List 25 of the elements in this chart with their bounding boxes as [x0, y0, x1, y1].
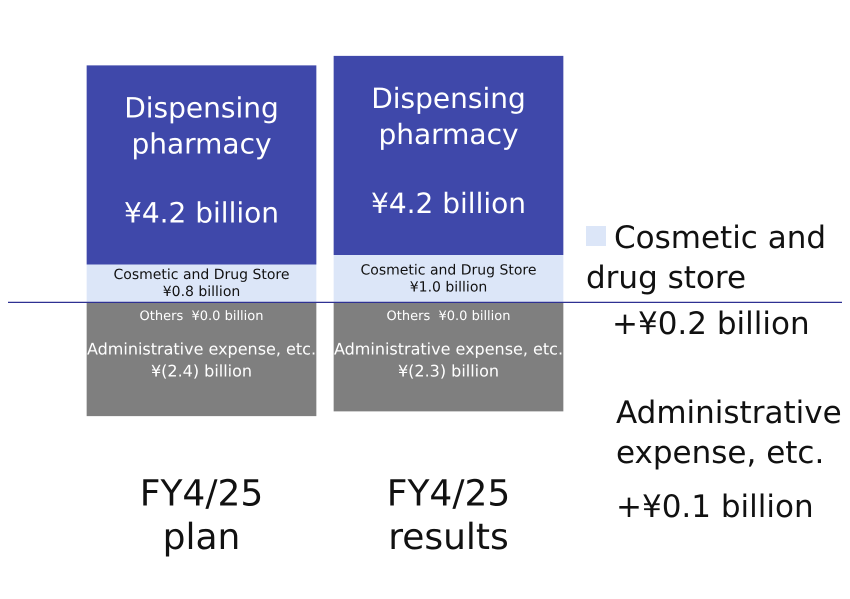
bar	[86, 65, 316, 264]
bar	[334, 255, 564, 302]
data-label: ¥(2.4) billion	[150, 362, 252, 381]
text: Administrative expense, etc.	[334, 340, 564, 359]
text: Others ¥0.0 billion	[140, 308, 264, 324]
text: Cosmetic and drug store	[586, 220, 826, 296]
data-label: ¥1.0 billion	[410, 279, 488, 296]
data-label: ¥4.2 billion	[124, 196, 280, 230]
text: Dispensing pharmacy	[371, 82, 526, 152]
text: +¥0.1 billion	[616, 488, 815, 527]
data-label: ¥0.8 billion	[162, 284, 240, 300]
bar	[334, 56, 564, 255]
series-label: Administrative expense, etc.	[86, 340, 316, 359]
series-label: Cosmetic and Drug Store	[114, 267, 290, 284]
data-label: ¥(2.3) billion	[398, 362, 500, 381]
series-label: Dispensing pharmacy	[124, 92, 279, 161]
bar	[334, 302, 564, 412]
data-label: ¥4.2 billion	[370, 187, 526, 220]
bar	[86, 302, 316, 416]
text: Others ¥0.0 billion	[386, 308, 510, 324]
x-tick-label: FY4/25 results	[386, 474, 510, 558]
text: Cosmetic and Drug Store	[360, 262, 536, 278]
text: Administrative expense, etc.	[616, 394, 842, 473]
text: +¥0.2 billion	[612, 305, 811, 344]
x-tick-label: FY4/25 plan	[140, 474, 264, 558]
